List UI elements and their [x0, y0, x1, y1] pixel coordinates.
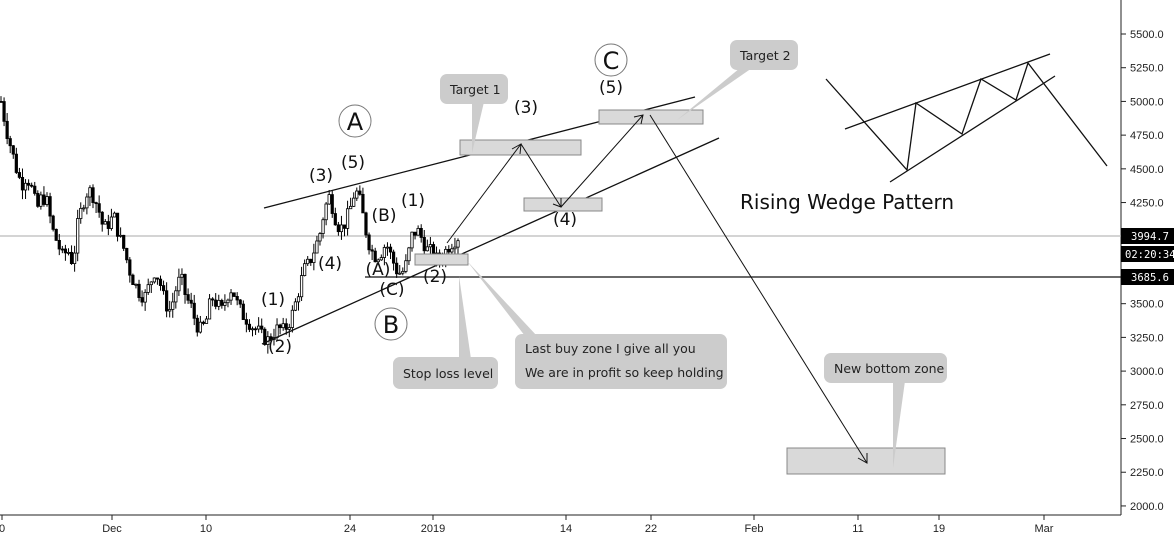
price-tick-label: 3500.0: [1130, 299, 1164, 311]
pattern-title: Rising Wedge Pattern: [740, 190, 954, 214]
svg-text:A: A: [347, 108, 364, 136]
wave-label: (5): [599, 78, 623, 98]
svg-text:B: B: [383, 311, 399, 339]
wave-label: (C): [379, 280, 404, 300]
callout-text: New bottom zone: [834, 361, 945, 376]
time-tick-label: 19: [933, 523, 945, 535]
projection-path: [446, 114, 868, 464]
callout-text: Target 2: [739, 48, 791, 63]
time-tick-label: 14: [560, 523, 572, 535]
candlestick-series: [0, 96, 460, 354]
time-tick-label: Mar: [1035, 523, 1054, 535]
wave-label: (B): [372, 206, 397, 226]
buy-zone[interactable]: [414, 253, 469, 266]
wave-label: (3): [309, 166, 333, 186]
wave-label: (2): [423, 267, 447, 287]
wave-label: (4): [553, 210, 577, 230]
time-axis-ticks: 0 Dec 10 24 2019 14 22 Feb 11 19 Mar: [0, 515, 1054, 535]
callout-1[interactable]: Target 2: [677, 40, 798, 120]
time-tick-label: 22: [645, 523, 657, 535]
time-tick-label: Feb: [745, 523, 764, 535]
callout-3[interactable]: Last buy zone I give all you We are in pr…: [467, 261, 727, 389]
price-tick-label: 4750.0: [1130, 130, 1164, 142]
price-tick-label: 2500.0: [1130, 434, 1164, 446]
callout-4[interactable]: New bottom zone: [824, 353, 947, 468]
time-tick-label: 10: [200, 523, 212, 535]
callout-2[interactable]: Stop loss level: [393, 276, 498, 389]
wave-labels: (1) (2) (3) (4) (5) (A) (B) (C) (1) (2) (3) (4) (5) A…: [261, 43, 628, 357]
wave-label: (2): [268, 337, 292, 357]
time-tick-label: 11: [852, 523, 863, 535]
circled-wave-label: C: [594, 43, 628, 77]
price-tick-label: 2000.0: [1130, 501, 1164, 513]
svg-text:02:20:34: 02:20:34: [1125, 249, 1174, 261]
wave-label: (1): [401, 191, 425, 211]
price-tick-label: 3000.0: [1130, 366, 1164, 378]
price-tick-label: 3250.0: [1130, 332, 1164, 344]
callout-text: We are in profit so keep holding: [525, 365, 724, 380]
callout-text: Target 1: [449, 82, 501, 97]
lower-wedge-trendline[interactable]: [261, 137, 720, 345]
wave-label: (5): [341, 153, 365, 173]
svg-text:3994.7: 3994.7: [1131, 231, 1169, 243]
callout-text: Last buy zone I give all you: [525, 341, 696, 356]
circled-wave-label: B: [374, 307, 408, 341]
wave-label: (1): [261, 290, 285, 310]
svg-text:3685.6: 3685.6: [1131, 272, 1169, 284]
svg-text:C: C: [603, 47, 620, 75]
wave-label: (3): [514, 98, 538, 118]
price-tick-label: 2750.0: [1130, 400, 1164, 412]
price-axis-ticks: 5500.0 5250.0 5000.0 4750.0 4500.0 4250.0 3500…: [1121, 29, 1164, 513]
price-tick-label: 5000.0: [1130, 96, 1164, 108]
circled-wave-label: A: [338, 104, 372, 138]
wave-label: (4): [318, 254, 342, 274]
price-tick-label: 4250.0: [1130, 198, 1164, 210]
callout-0[interactable]: Target 1: [440, 74, 508, 153]
time-tick-label: 0: [0, 523, 5, 535]
price-tick-label: 5250.0: [1130, 63, 1164, 75]
price-tick-label: 2250.0: [1130, 467, 1164, 479]
time-tick-label: Dec: [102, 523, 122, 535]
price-tick-label: 5500.0: [1130, 29, 1164, 41]
time-tick-label: 24: [344, 523, 356, 535]
wave-label: (A): [366, 260, 391, 280]
time-tick-label: 2019: [421, 523, 445, 535]
countdown-badge: 02:20:34: [1121, 246, 1174, 262]
last-price-badge: 3994.7: [1121, 228, 1174, 244]
price-tick-label: 4500.0: [1130, 164, 1164, 176]
horizontal-line-price-badge: 3685.6: [1121, 269, 1174, 285]
callout-text: Stop loss level: [403, 366, 493, 381]
rising-wedge-illustration: [825, 53, 1108, 183]
